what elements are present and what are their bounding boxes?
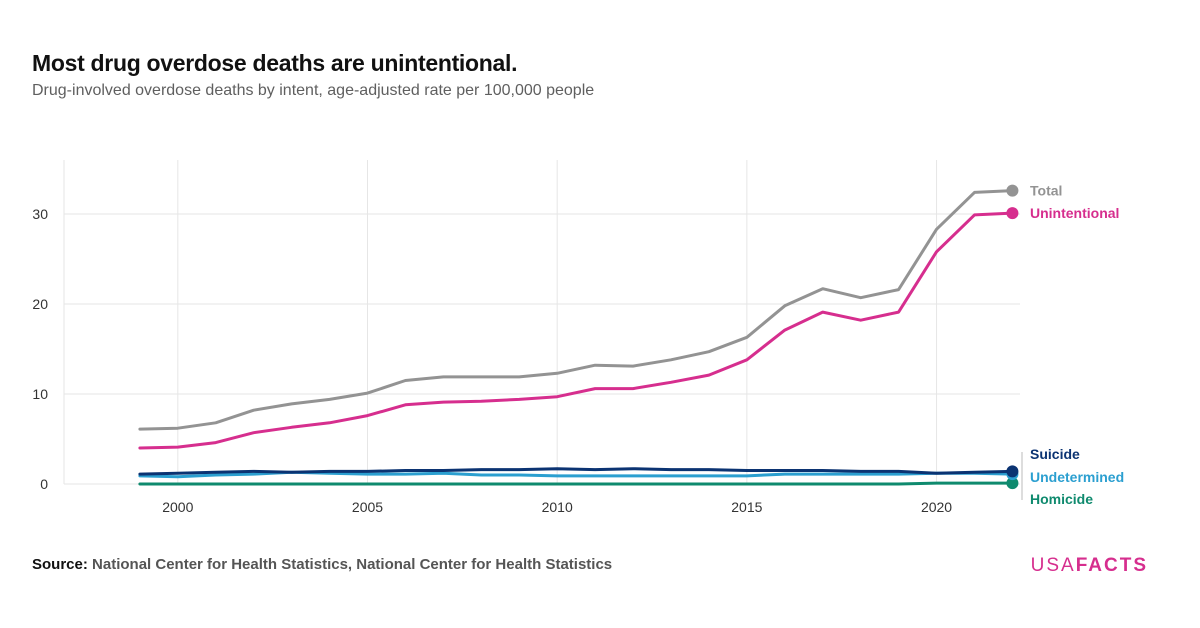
logo-usa: USA bbox=[1030, 555, 1076, 576]
axis-ticks: 2000 2005 2010 2015 2020 0 10 20 30 bbox=[32, 206, 952, 515]
series-labels: Total Unintentional Suicide Undetermined Hom… bbox=[1021, 183, 1124, 507]
end-dot-suicide bbox=[1006, 465, 1019, 478]
x-tick-label: 2000 bbox=[162, 499, 193, 515]
logo-facts: FACTS bbox=[1075, 555, 1148, 576]
series-line-homicide bbox=[138, 481, 1014, 486]
series-label-unintentional: Unintentional bbox=[1030, 205, 1119, 221]
x-tick-label: 2020 bbox=[921, 499, 952, 515]
source-label: Source: bbox=[32, 556, 88, 573]
end-dot-unintentional bbox=[1006, 207, 1019, 220]
x-tick-label: 2015 bbox=[731, 499, 762, 515]
usafacts-logo[interactable]: USAFACTS bbox=[1031, 555, 1148, 577]
source-text: National Center for Health Statistics, N… bbox=[92, 556, 613, 573]
end-dot-homicide bbox=[1006, 477, 1019, 490]
series-lines bbox=[138, 184, 1019, 490]
chart-subtitle: Drug-involved overdose deaths by intent,… bbox=[32, 82, 595, 99]
y-tick-label: 20 bbox=[32, 296, 48, 312]
y-tick-label: 10 bbox=[32, 386, 48, 402]
series-label-total: Total bbox=[1030, 183, 1062, 199]
end-dot-total bbox=[1006, 184, 1019, 197]
grid-lines bbox=[63, 160, 1020, 485]
chart-title: Most drug overdose deaths are unintentio… bbox=[32, 50, 518, 76]
series-label-suicide: Suicide bbox=[1030, 446, 1080, 462]
x-tick-label: 2005 bbox=[352, 499, 383, 515]
series-line-suicide bbox=[138, 467, 1014, 476]
series-line-total bbox=[138, 189, 1014, 431]
y-tick-label: 0 bbox=[40, 476, 48, 492]
y-tick-label: 30 bbox=[32, 206, 48, 222]
series-label-homicide: Homicide bbox=[1030, 491, 1093, 507]
series-label-undetermined: Undetermined bbox=[1030, 469, 1124, 485]
series-line-unintentional bbox=[138, 211, 1014, 450]
x-tick-label: 2010 bbox=[542, 499, 573, 515]
source-note: Source: National Center for Health Stati… bbox=[32, 556, 612, 573]
